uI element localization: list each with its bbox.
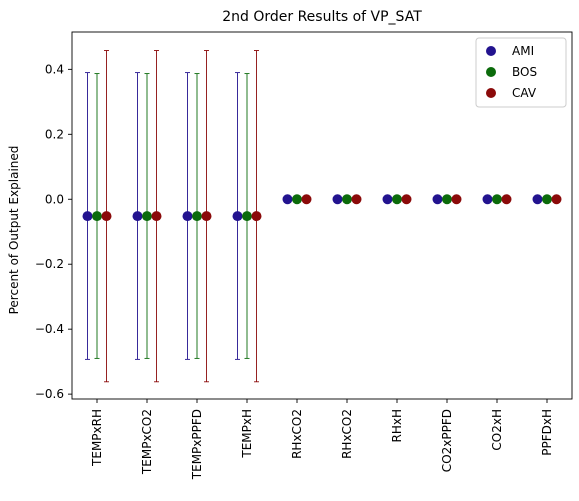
legend-label: AMI xyxy=(512,44,534,58)
data-point xyxy=(251,211,262,222)
data-point xyxy=(192,211,202,222)
data-point xyxy=(101,211,112,222)
legend-box xyxy=(475,37,567,108)
plot-area: −0.6 −0.4 −0.2 0.0 0.2 0.4 TEMPxRH TEMPxCO2 TEMP… xyxy=(35,50,562,480)
data-point xyxy=(92,211,102,222)
data-point xyxy=(432,194,443,205)
data-point xyxy=(501,194,512,205)
y-tick-label: −0.6 xyxy=(35,387,64,401)
data-point xyxy=(401,194,412,205)
x-tick-label: RHxCO2 xyxy=(290,409,304,459)
data-point xyxy=(551,194,562,205)
data-point xyxy=(332,194,343,205)
data-point xyxy=(301,194,312,205)
data-point xyxy=(542,194,552,205)
y-tick-label: 0.4 xyxy=(45,62,64,76)
legend-marker xyxy=(486,67,496,77)
data-point xyxy=(492,194,502,205)
data-point xyxy=(132,211,143,222)
y-tick-label: 0.0 xyxy=(45,192,64,206)
x-tick-label: CO2xH xyxy=(490,409,504,451)
x-tick-label: RHxCO2 xyxy=(340,409,354,459)
legend: AMI BOS CAV xyxy=(475,37,567,108)
legend-marker xyxy=(486,88,496,98)
legend-label: BOS xyxy=(512,65,537,79)
legend-marker xyxy=(486,46,496,56)
x-tick-label: TEMPxRH xyxy=(90,409,104,467)
x-tick-label: TEMPxH xyxy=(240,409,254,459)
y-axis-label: Percent of Output Explained xyxy=(7,146,21,315)
data-point xyxy=(151,211,162,222)
data-point xyxy=(242,211,252,222)
data-point xyxy=(442,194,452,205)
y-tick-label: −0.4 xyxy=(35,322,64,336)
data-point xyxy=(182,211,193,222)
data-point xyxy=(351,194,362,205)
data-point xyxy=(392,194,402,205)
data-point xyxy=(232,211,243,222)
x-tick-label: TEMPxCO2 xyxy=(140,409,154,475)
chart-title: 2nd Order Results of VP_SAT xyxy=(222,9,422,25)
x-tick-label: TEMPxPPFD xyxy=(190,409,204,480)
data-point xyxy=(292,194,302,205)
x-tick-label: CO2xPPFD xyxy=(440,409,454,472)
data-point xyxy=(482,194,493,205)
data-point xyxy=(382,194,393,205)
data-point xyxy=(342,194,352,205)
y-tick-label: −0.2 xyxy=(35,257,64,271)
plot-frame xyxy=(71,31,573,400)
x-tick-label: PPFDxH xyxy=(540,409,554,456)
y-tick-label: 0.2 xyxy=(45,127,64,141)
x-tick-label: RHxH xyxy=(390,409,404,443)
legend-label: CAV xyxy=(512,86,537,100)
data-point xyxy=(82,211,93,222)
data-point xyxy=(201,211,212,222)
data-point xyxy=(532,194,543,205)
data-point xyxy=(282,194,293,205)
data-point xyxy=(451,194,462,205)
data-point xyxy=(142,211,152,222)
